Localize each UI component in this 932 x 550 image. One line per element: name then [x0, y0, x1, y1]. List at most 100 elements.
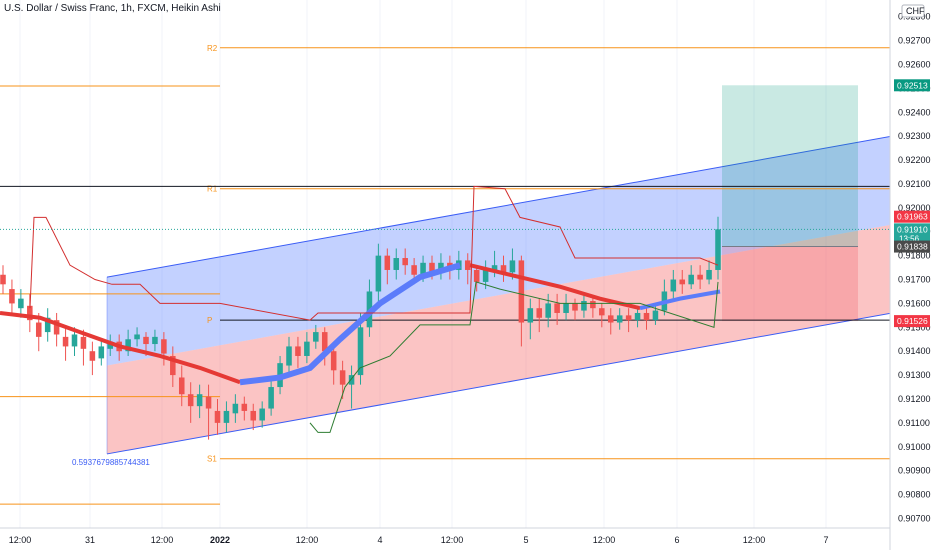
x-tick-label: 12:00 [9, 535, 32, 545]
candle-body [590, 301, 596, 309]
candle-body [295, 346, 301, 356]
candle-body [482, 269, 489, 282]
candle-body [402, 258, 408, 266]
candle-body [706, 269, 712, 280]
x-tick-label: 12:00 [593, 535, 616, 545]
candle-body [429, 262, 435, 273]
price-tag-text: 0.91526 [897, 316, 928, 326]
candle-body [581, 301, 587, 311]
y-tick-label: 0.91600 [898, 298, 931, 308]
candle-body [304, 341, 310, 356]
candle-body [259, 408, 265, 421]
x-tick-label: 7 [823, 535, 828, 545]
y-tick-label: 0.90900 [898, 466, 931, 476]
y-tick-label: 0.92300 [898, 131, 931, 141]
channel-upper-fill [107, 136, 892, 366]
channel-lower-fill [107, 224, 892, 454]
candle-body [53, 320, 60, 335]
y-tick-label: 0.92400 [898, 107, 931, 117]
channel-annotation: 0.5937679885744381 [72, 458, 150, 467]
trailing-stop-green [309, 281, 719, 433]
candle-body [71, 334, 78, 347]
candle-body [62, 336, 69, 347]
moving-average-blue [639, 289, 721, 311]
x-tick-label: 12:00 [151, 535, 174, 545]
candle-body [125, 339, 131, 352]
x-tick-label: 31 [85, 535, 95, 545]
candle-body [250, 410, 257, 421]
price-tag [894, 223, 930, 244]
price-tag [894, 79, 930, 92]
x-tick-label: 12:00 [743, 535, 766, 545]
moving-average-red [0, 310, 241, 385]
y-tick-label: 0.91000 [898, 442, 931, 452]
candle-body [411, 265, 417, 275]
candle-body [187, 394, 194, 407]
x-tick-label: 2022 [210, 535, 230, 545]
candle-body [464, 260, 471, 270]
candle-body [214, 410, 221, 423]
candle-body [375, 255, 382, 292]
x-tick-label: 6 [674, 535, 679, 545]
candle-body [170, 355, 176, 376]
pivot-label-p: P [207, 316, 212, 325]
price-tag-text: 0.91910 [897, 224, 928, 234]
candle-body [599, 308, 605, 316]
candle-body [0, 274, 6, 285]
candle-body [527, 308, 534, 323]
candle-body [563, 303, 569, 313]
price-tag [894, 315, 930, 328]
price-tag [894, 210, 930, 223]
candle-body [500, 265, 507, 273]
moving-average-red [469, 263, 641, 311]
candle-body [715, 229, 721, 270]
candle-body [152, 336, 158, 345]
candle-body [143, 336, 149, 345]
candle-body [321, 332, 328, 352]
currency-badge [901, 4, 925, 18]
candle-body [545, 303, 551, 318]
candle-body [357, 327, 364, 376]
candle-body [241, 403, 248, 411]
channel-bottom-line [106, 312, 893, 455]
x-tick-label: 12:00 [441, 535, 464, 545]
candle-body [196, 394, 203, 407]
candle-body [625, 315, 632, 321]
y-tick-label: 0.91100 [898, 418, 930, 428]
pivot-label-r2: R2 [207, 44, 218, 53]
candle-body [268, 387, 274, 409]
y-tick-label: 0.90800 [898, 490, 931, 500]
candle-body [643, 312, 650, 321]
price-tag-text: 0.91963 [897, 212, 928, 222]
profit-zone [722, 85, 858, 247]
candle-body [27, 305, 33, 321]
price-tag-text: 0.91838 [897, 242, 928, 252]
candle-body [313, 332, 319, 342]
candle-body [35, 322, 42, 337]
y-tick-label: 0.91700 [898, 275, 931, 285]
y-tick-label: 0.90700 [898, 513, 931, 523]
y-tick-label: 0.92000 [898, 203, 931, 213]
y-tick-label: 0.91200 [898, 394, 931, 404]
candle-body [491, 265, 498, 270]
candle-body [616, 315, 623, 323]
candle-body [232, 403, 239, 414]
candle-body [393, 258, 400, 270]
candle-body [107, 341, 114, 349]
pivot-label-r1: R1 [207, 185, 218, 194]
trailing-stop-red [29, 185, 719, 321]
candle-body [89, 351, 96, 361]
y-tick-label: 0.92700 [898, 36, 931, 46]
candle-body [420, 262, 426, 275]
candle-body [518, 260, 525, 323]
y-tick-label: 0.91500 [898, 322, 931, 332]
candle-body [9, 289, 15, 304]
y-tick-label: 0.91300 [898, 370, 931, 380]
candle-body [205, 396, 212, 409]
candle-body [18, 298, 24, 309]
y-tick-label: 0.92600 [898, 60, 931, 70]
x-tick-label: 5 [523, 535, 528, 545]
channel-top-line [106, 135, 893, 278]
candle-body [286, 346, 292, 366]
